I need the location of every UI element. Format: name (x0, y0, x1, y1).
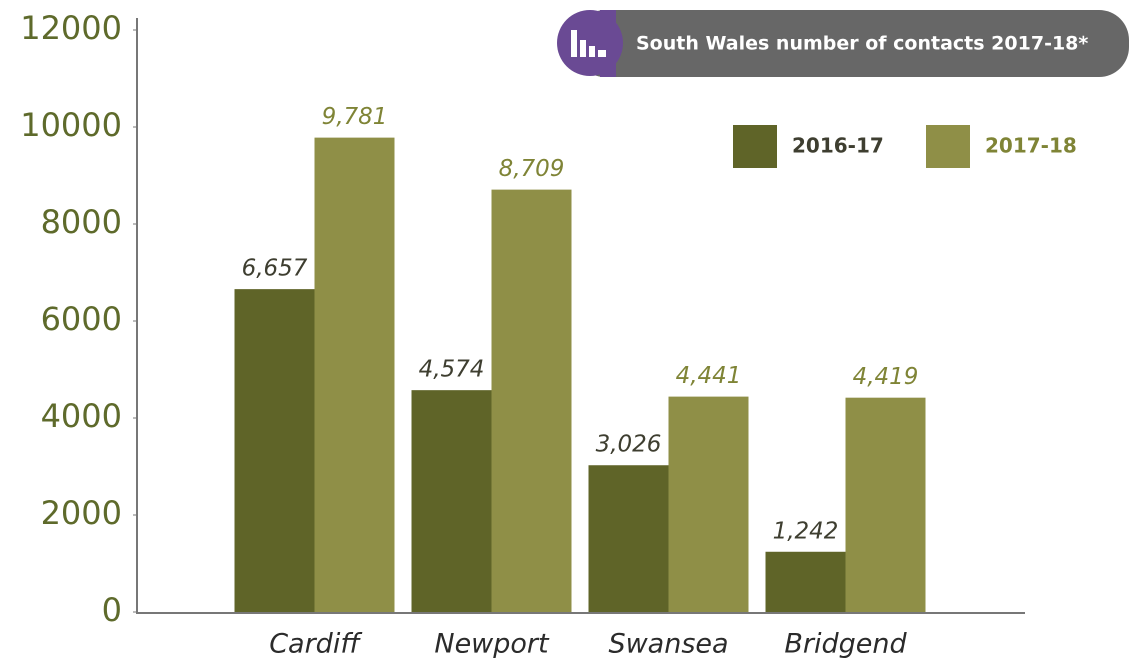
bar (588, 465, 669, 612)
title-background (575, 10, 1129, 77)
bar (314, 137, 395, 612)
value-label: 8,709 (499, 156, 565, 182)
x-tick-label: Cardiff (269, 629, 362, 660)
value-label: 6,657 (242, 256, 308, 282)
value-label: 4,574 (419, 357, 485, 383)
legend-label: 2017-18 (985, 134, 1077, 158)
value-label: 4,419 (853, 364, 919, 390)
y-tick-label: 8000 (41, 203, 122, 241)
y-tick-label: 2000 (41, 494, 122, 532)
bar (411, 390, 492, 612)
legend-label: 2016-17 (792, 134, 884, 158)
x-tick-label: Swansea (608, 629, 728, 660)
chart-title: South Wales number of contacts 2017-18* (636, 33, 1088, 55)
x-tick-label: Bridgend (784, 629, 907, 660)
legend-swatch (733, 125, 777, 168)
bar (765, 551, 846, 612)
title-badge: South Wales number of contacts 2017-18* (557, 10, 1129, 77)
value-label: 4,441 (676, 363, 742, 389)
value-label: 3,026 (596, 432, 662, 458)
bar (491, 189, 572, 612)
y-tick-label: 4000 (41, 397, 122, 435)
legend-swatch (926, 125, 970, 168)
bar (234, 289, 315, 612)
y-tick-label: 0 (102, 591, 122, 629)
y-tick-label: 12000 (20, 9, 122, 47)
y-tick-label: 6000 (41, 300, 122, 338)
y-tick-label: 10000 (20, 106, 122, 144)
title-icon-edge (600, 10, 616, 77)
bar (668, 396, 749, 612)
x-tick-label: Newport (434, 629, 550, 660)
title-icon (571, 30, 606, 57)
bar (845, 397, 926, 612)
value-label: 9,781 (322, 104, 388, 130)
value-label: 1,242 (773, 518, 839, 544)
